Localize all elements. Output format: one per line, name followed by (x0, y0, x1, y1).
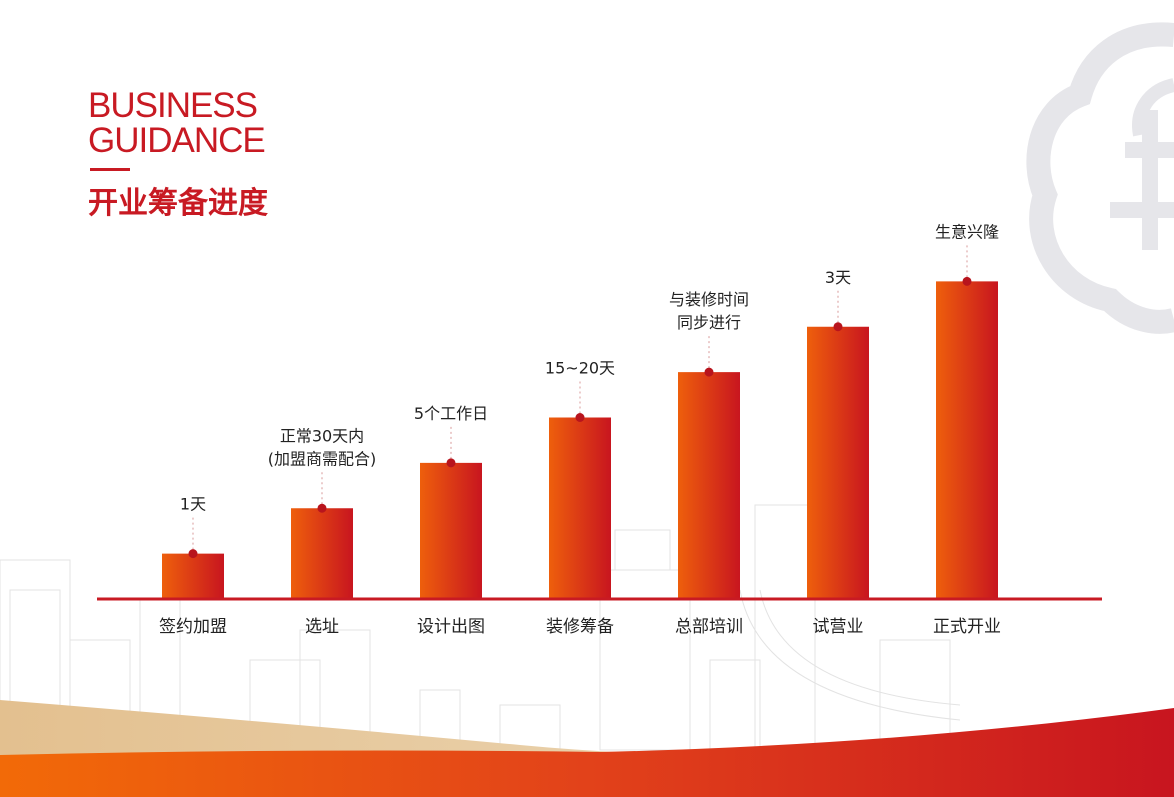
category-labels-group: 签约加盟 选址 设计出图 装修筹备 总部培训 试营业 正式开业 (159, 617, 1001, 637)
category-label-4: 装修筹备 (546, 617, 614, 637)
data-label-3-line-1: 5个工作日 (414, 404, 488, 423)
bar-2 (291, 508, 353, 599)
category-label-3: 设计出图 (417, 617, 485, 637)
bar-5 (678, 372, 740, 599)
bars-group (162, 281, 998, 599)
english-title-line-1: BUSINESS (88, 86, 258, 125)
data-label-1-line-1: 1天 (180, 495, 206, 514)
category-label-2: 选址 (305, 617, 339, 637)
bar-marker-dot-4 (575, 413, 585, 422)
title-divider (90, 168, 130, 171)
bar-6 (807, 326, 869, 599)
chinese-title: 开业筹备进度 (88, 186, 268, 221)
data-label-4-line-1: 15~20天 (545, 359, 615, 378)
bar-marker-dot-6 (833, 322, 843, 332)
bar-marker-dot-5 (704, 367, 714, 377)
category-label-1: 签约加盟 (159, 617, 227, 637)
data-label-2-line-2: (加盟商需配合) (268, 449, 377, 468)
bar-marker-dot-1 (188, 549, 198, 559)
english-title-line-2: GUIDANCE (88, 121, 266, 160)
bar-marker-dot-7 (962, 276, 972, 286)
seal-watermark (1026, 22, 1174, 334)
bar-7 (936, 281, 998, 599)
data-label-6-line-1: 3天 (825, 268, 851, 287)
red-wave-band (0, 708, 1174, 797)
bar-4 (549, 417, 611, 599)
bar-3 (420, 462, 482, 599)
bar-1 (162, 553, 224, 599)
category-label-5: 总部培训 (675, 617, 743, 637)
data-label-2-line-1: 正常30天内 (280, 426, 364, 445)
category-label-6: 试营业 (813, 617, 864, 637)
english-title: BUSINESS GUIDANCE (88, 86, 266, 160)
category-label-7: 正式开业 (933, 617, 1001, 637)
data-label-5-line-1: 与装修时间 (669, 290, 749, 309)
bar-marker-dot-3 (446, 458, 456, 468)
data-label-7-line-1: 生意兴隆 (935, 222, 999, 241)
data-label-5-line-2: 同步进行 (677, 313, 741, 332)
bar-marker-dot-2 (317, 503, 327, 513)
